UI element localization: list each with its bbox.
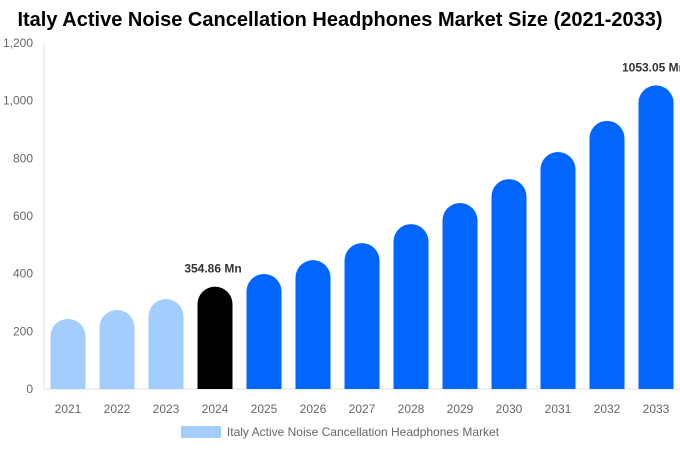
bar-2022 (99, 309, 135, 389)
bar-2025 (246, 273, 282, 389)
x-tick-label: 2026 (300, 402, 327, 416)
x-tick-label: 2027 (349, 402, 376, 416)
bar-2021 (50, 318, 86, 389)
data-label-2033: 1053.05 Mn (622, 60, 680, 74)
y-tick-label: 600 (13, 209, 33, 223)
x-tick-label: 2021 (55, 402, 82, 416)
bar-2026 (295, 260, 331, 389)
y-tick-label: 0 (26, 382, 33, 396)
x-tick-label: 2033 (643, 402, 670, 416)
x-tick-label: 2024 (202, 402, 229, 416)
data-label-2024: 354.86 Mn (184, 262, 241, 276)
x-tick-label: 2032 (594, 402, 621, 416)
legend-label: Italy Active Noise Cancellation Headphon… (226, 425, 500, 439)
bar-2031 (540, 151, 576, 389)
bar-2032 (589, 120, 625, 389)
bar-2027 (344, 243, 380, 389)
bar-2033 (638, 85, 674, 389)
bar-2023 (148, 299, 184, 389)
x-tick-label: 2029 (447, 402, 474, 416)
x-tick-label: 2030 (496, 402, 523, 416)
x-tick-label: 2023 (153, 402, 180, 416)
y-tick-label: 800 (13, 151, 33, 165)
bar-2028 (393, 224, 429, 389)
legend: Italy Active Noise Cancellation Headphon… (0, 425, 680, 439)
y-tick-label: 400 (13, 267, 33, 281)
chart-title: Italy Active Noise Cancellation Headphon… (17, 9, 663, 31)
x-tick-label: 2031 (545, 402, 572, 416)
y-tick-label: 200 (13, 324, 33, 338)
bar-2029 (442, 203, 478, 389)
y-tick-label: 1,200 (3, 36, 33, 50)
x-tick-label: 2022 (104, 402, 131, 416)
x-tick-label: 2025 (251, 402, 278, 416)
bar-2030 (491, 179, 527, 389)
y-tick-label: 1,000 (3, 94, 33, 108)
legend-swatch (180, 426, 221, 438)
x-tick-label: 2028 (398, 402, 425, 416)
bar-2024 (197, 286, 233, 389)
